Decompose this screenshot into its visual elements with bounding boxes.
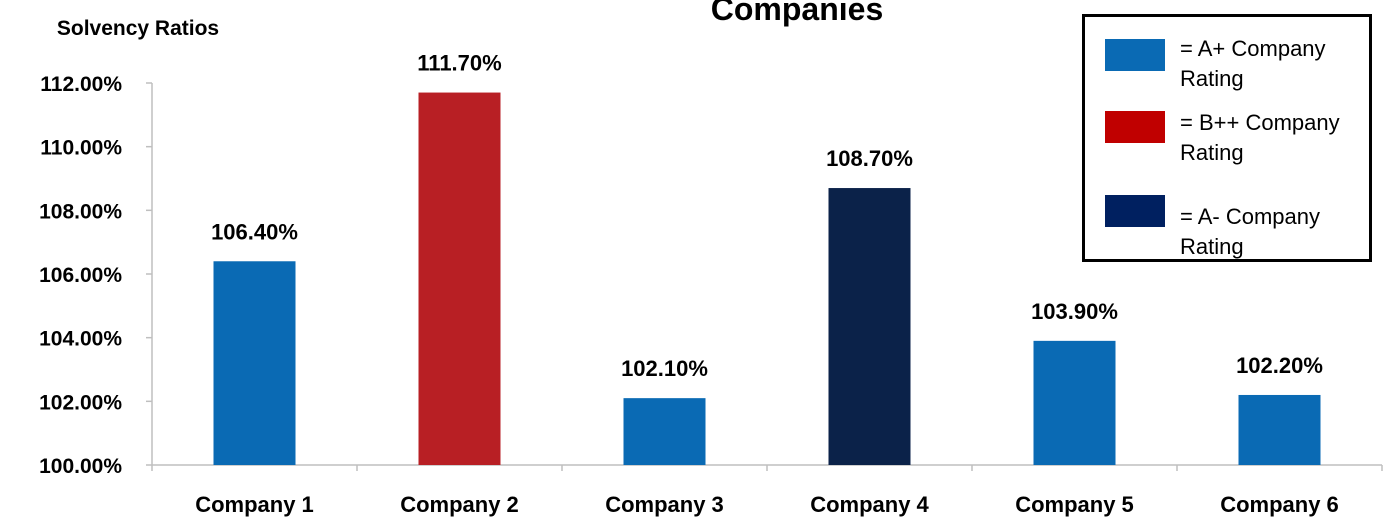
bar: [623, 398, 706, 465]
x-tick-label: Company 1: [195, 492, 314, 517]
x-tick-label: Company 6: [1220, 492, 1339, 517]
legend-label-a-minus: = A- Company Rating: [1180, 204, 1321, 259]
legend-label-a-plus: = A+ Company Rating: [1180, 36, 1326, 91]
labels: 106.40% Company 1 111.70% Company 2 102.10% C…: [195, 51, 1339, 517]
data-label: 102.10%: [621, 356, 708, 381]
y-tick-label: 104.00%: [39, 328, 122, 351]
bars: [213, 92, 1321, 466]
axes: 100.00% 102.00% 104.00% 106.00% 108.00% 110.0…: [39, 73, 1383, 478]
data-label: 102.20%: [1236, 353, 1323, 378]
legend-swatch-b-plus-plus: [1105, 111, 1165, 143]
bar: [213, 261, 296, 465]
data-label: 103.90%: [1031, 299, 1118, 324]
y-tick-label: 108.00%: [39, 200, 122, 223]
bar: [1033, 340, 1116, 465]
y-axis-label: Solvency Ratios: [57, 17, 219, 40]
legend-label-b-plus-plus: = B++ Company Rating: [1180, 110, 1340, 165]
chart-title: Companies: [711, 0, 883, 27]
legend-swatch-a-minus: [1105, 195, 1165, 227]
bar: [828, 188, 911, 466]
x-tick-label: Company 3: [605, 492, 724, 517]
y-tick-label: 106.00%: [39, 264, 122, 287]
x-tick-label: Company 4: [810, 492, 929, 517]
y-tick-label: 102.00%: [39, 391, 122, 414]
x-tick-label: Company 2: [400, 492, 519, 517]
y-tick-label: 112.00%: [40, 73, 122, 96]
y-tick-label: 100.00%: [39, 455, 122, 478]
data-label: 111.70%: [417, 51, 501, 76]
bar: [418, 92, 501, 466]
legend-swatch-a-plus: [1105, 39, 1165, 71]
data-label: 108.70%: [826, 146, 913, 171]
legend: = A+ Company Rating = B++ Company Rating…: [1082, 14, 1372, 262]
data-label: 106.40%: [211, 219, 298, 244]
y-tick-label: 110.00%: [40, 137, 122, 160]
bar: [1238, 394, 1321, 465]
x-tick-label: Company 5: [1015, 492, 1134, 517]
